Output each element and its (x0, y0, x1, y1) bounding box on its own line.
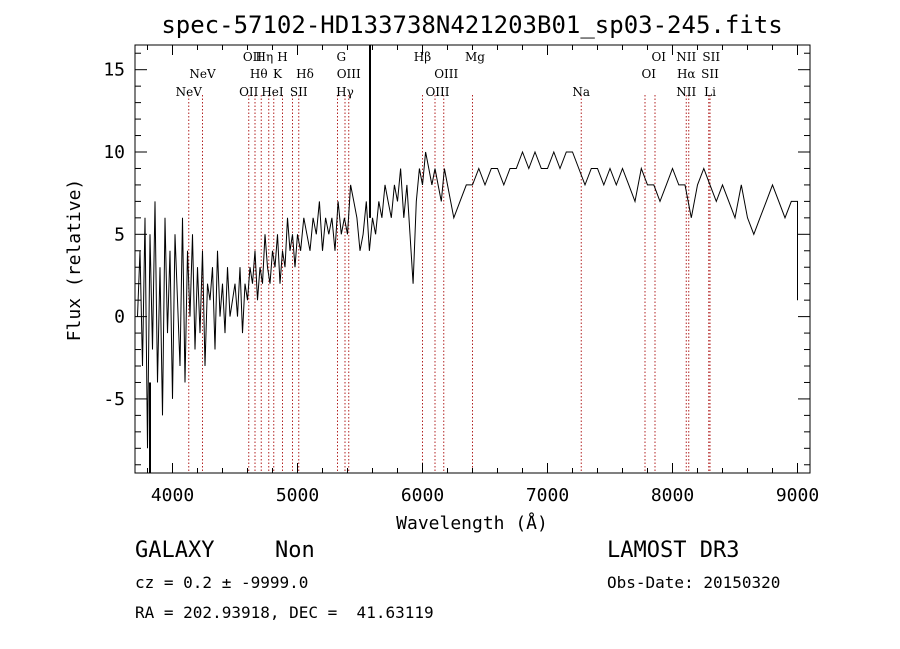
y-axis-label: Flux (relative) (64, 179, 85, 342)
spectral-line-label: Hβ (414, 50, 431, 64)
object-subclass: Non (275, 538, 315, 563)
y-tick-label: 15 (103, 60, 125, 81)
spectral-line-label: Li (704, 85, 716, 99)
spectral-line-label: H (277, 50, 287, 64)
spectral-line-label: NeV (176, 85, 203, 99)
observation-date: Obs-Date: 20150320 (607, 573, 781, 592)
spectral-line-label: K (273, 67, 283, 81)
spectral-line-label: OIII (434, 67, 458, 81)
x-tick-label: 5000 (276, 485, 319, 506)
spectral-line-label: SII (290, 85, 308, 99)
spectral-line-label: OIII (425, 85, 449, 99)
y-tick-label: 0 (114, 307, 125, 328)
spectral-line-label: OIII (337, 67, 361, 81)
spectral-line-label: OII (239, 85, 259, 99)
y-tick-label: 5 (114, 224, 125, 245)
spectral-line-label: NII (676, 50, 696, 64)
spectral-line-label: SII (702, 50, 720, 64)
spectral-line-label: Mg (465, 50, 485, 64)
spectral-line-label: Hη (256, 50, 274, 64)
x-axis-label: Wavelength (Å) (396, 512, 548, 534)
object-class: GALAXY (135, 538, 215, 563)
spectral-line-label: SII (701, 67, 719, 81)
spectral-line-label: NeV (189, 67, 216, 81)
chart-title: spec-57102-HD133738N421203B01_sp03-245.f… (161, 11, 782, 39)
spectrum-series-line (137, 150, 798, 449)
spectral-line-label: OII (243, 50, 263, 64)
x-tick-label: 4000 (151, 485, 194, 506)
x-tick-label: 6000 (401, 485, 444, 506)
spectral-line-label: Na (572, 85, 590, 99)
ra-dec-coordinates: RA = 202.93918, DEC = 41.63119 (135, 603, 434, 622)
spectral-line-label: Hθ (250, 67, 268, 81)
x-tick-label: 7000 (526, 485, 569, 506)
spectral-line-label: NII (676, 85, 696, 99)
spectral-line-label: Hγ (336, 85, 354, 99)
redshift-cz: cz = 0.2 ± -9999.0 (135, 573, 309, 592)
plot-frame (134, 44, 811, 474)
spectral-line-label: HeI (261, 85, 284, 99)
spectral-line-label: Hδ (296, 67, 314, 81)
y-tick-label: 10 (103, 142, 125, 163)
y-tick-label: -5 (103, 389, 125, 410)
spectral-line-label: OI (641, 67, 656, 81)
x-tick-label: 9000 (776, 485, 819, 506)
spectral-line-label: G (336, 50, 346, 64)
x-tick-label: 8000 (651, 485, 694, 506)
survey-name: LAMOST DR3 (607, 538, 740, 563)
spectral-line-label: OI (651, 50, 666, 64)
spectral-line-label: Hα (677, 67, 696, 81)
